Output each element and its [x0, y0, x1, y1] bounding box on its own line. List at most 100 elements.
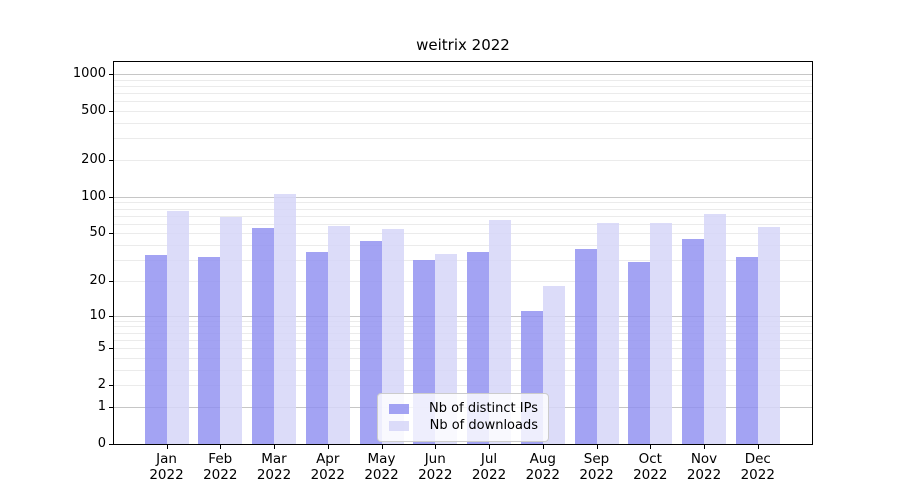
legend: Nb of distinct IPs Nb of downloads — [377, 393, 549, 442]
bar-distinct-ips — [628, 261, 651, 444]
x-tick-mark — [382, 445, 383, 449]
y-tick-mark — [109, 444, 113, 445]
gridline-minor — [114, 280, 812, 282]
x-tick-mark — [167, 445, 168, 449]
gridline-minor — [114, 101, 812, 103]
y-tick-label: 100 — [81, 188, 106, 204]
y-tick-mark — [109, 407, 113, 408]
x-tick-year: 2022 — [310, 467, 345, 483]
x-tick-year: 2022 — [471, 467, 507, 483]
gridline-minor — [114, 93, 812, 95]
gridline-minor — [114, 215, 812, 217]
gridline-minor — [114, 208, 812, 210]
x-tick-month: Jun — [424, 451, 446, 467]
bar-downloads — [757, 226, 780, 444]
gridline-minor — [114, 320, 812, 322]
bar-downloads — [489, 220, 511, 444]
x-tick-month: Apr — [316, 451, 340, 467]
y-tick-mark — [109, 233, 113, 234]
y-tick-mark — [109, 160, 113, 161]
y-tick-label: 10 — [89, 307, 106, 323]
bar-downloads — [596, 223, 619, 444]
bar-distinct-ips — [574, 249, 597, 444]
bar-downloads — [381, 229, 404, 444]
y-tick-mark — [109, 74, 113, 75]
gridline-minor — [114, 160, 812, 161]
y-tick-label: 5 — [97, 340, 106, 356]
x-tick-year: 2022 — [256, 467, 292, 483]
gridline-minor — [114, 332, 812, 334]
x-tick-mark — [435, 445, 436, 449]
x-tick-label: Aug 2022 — [511, 451, 575, 483]
gridline-minor — [114, 357, 812, 359]
x-tick-label: Jul 2022 — [457, 451, 521, 483]
gridline-minor — [114, 85, 812, 87]
x-tick-label: Sep 2022 — [565, 451, 629, 483]
x-tick-label: Dec 2022 — [726, 451, 790, 483]
legend-label-distinct-ips: Nb of distinct IPs — [429, 401, 538, 416]
gridline-minor — [114, 111, 812, 113]
legend-swatch-distinct-ips — [389, 403, 409, 414]
bar-downloads — [704, 214, 726, 444]
x-tick-label: May 2022 — [350, 451, 414, 483]
x-tick-label: Feb 2022 — [188, 451, 252, 483]
y-tick-label: 1000 — [72, 66, 106, 81]
bar-downloads — [220, 217, 243, 444]
x-tick-month: Nov — [690, 451, 718, 467]
y-tick-label: 200 — [81, 151, 106, 167]
x-tick-mark — [704, 445, 705, 449]
gridline-minor — [114, 245, 812, 247]
x-tick-mark — [328, 445, 329, 449]
gridline-minor — [114, 339, 812, 341]
x-tick-month: Aug — [529, 451, 556, 467]
y-tick-mark — [109, 111, 113, 112]
gridline-major — [114, 74, 812, 75]
x-tick-label: Jan 2022 — [135, 451, 199, 483]
y-tick-label: 20 — [89, 272, 106, 288]
y-tick-label: 2 — [97, 377, 106, 393]
x-tick-month: Sep — [583, 451, 610, 467]
gridline-major — [114, 315, 812, 317]
gridline-minor — [114, 326, 812, 328]
x-tick-label: Jun 2022 — [403, 451, 467, 483]
bar-distinct-ips — [305, 252, 328, 444]
y-tick-mark — [109, 348, 113, 349]
bar-downloads — [166, 210, 189, 444]
x-tick-label: Apr 2022 — [296, 451, 360, 483]
x-tick-mark — [650, 445, 651, 449]
x-tick-month: Mar — [261, 451, 287, 467]
x-tick-year: 2022 — [525, 467, 560, 483]
x-tick-mark — [597, 445, 598, 449]
gridline-minor — [114, 202, 812, 204]
gridline-major — [114, 196, 812, 198]
x-tick-month: Jan — [156, 451, 177, 467]
gridline-minor — [114, 369, 812, 371]
x-tick-mark — [543, 445, 544, 449]
x-tick-year: 2022 — [633, 467, 668, 483]
y-tick-label: 50 — [89, 225, 106, 241]
x-tick-month: Feb — [208, 451, 233, 467]
x-tick-month: Oct — [638, 451, 662, 467]
x-tick-year: 2022 — [364, 467, 399, 483]
bar-downloads — [274, 194, 296, 444]
y-tick-label: 0 — [97, 436, 106, 451]
x-tick-month: May — [367, 451, 396, 467]
legend-label-downloads: Nb of downloads — [429, 418, 538, 433]
x-tick-year: 2022 — [579, 467, 614, 483]
y-tick-mark — [109, 316, 113, 317]
legend-entry-downloads: Nb of downloads — [389, 418, 538, 433]
x-tick-label: Oct 2022 — [618, 451, 682, 483]
bar-distinct-ips — [735, 256, 758, 444]
gridline-minor — [114, 348, 812, 349]
y-tick-mark — [109, 197, 113, 198]
y-tick-mark — [109, 281, 113, 282]
gridline-minor — [114, 385, 812, 387]
x-tick-mark — [220, 445, 221, 449]
bar-distinct-ips — [144, 255, 167, 444]
x-tick-year: 2022 — [203, 467, 238, 483]
bar-distinct-ips — [252, 228, 274, 444]
gridline-minor — [114, 123, 812, 124]
x-tick-mark — [489, 445, 490, 449]
y-tick-label: 1 — [97, 398, 106, 414]
gridline-minor — [114, 79, 812, 81]
